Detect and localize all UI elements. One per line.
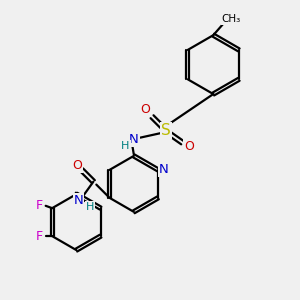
Text: F: F bbox=[36, 199, 43, 212]
Text: F: F bbox=[36, 230, 43, 243]
Text: H: H bbox=[122, 141, 130, 151]
Text: O: O bbox=[184, 140, 194, 153]
Text: O: O bbox=[72, 159, 82, 172]
Text: N: N bbox=[158, 164, 168, 176]
Text: H: H bbox=[86, 202, 94, 212]
Text: N: N bbox=[74, 194, 83, 207]
Text: CH₃: CH₃ bbox=[221, 14, 241, 24]
Text: O: O bbox=[140, 103, 150, 116]
Text: S: S bbox=[161, 123, 171, 138]
Text: N: N bbox=[129, 133, 139, 146]
